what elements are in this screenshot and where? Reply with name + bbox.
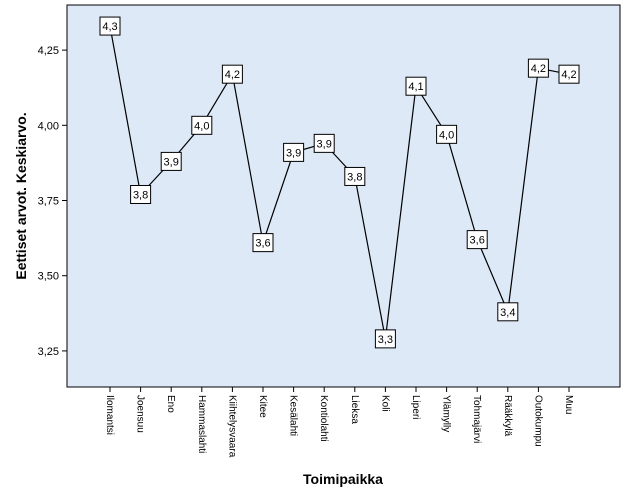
x-tick-label: Ylämylly bbox=[441, 395, 452, 432]
data-label: 3,4 bbox=[500, 307, 515, 319]
data-label: 3,8 bbox=[347, 171, 362, 183]
x-tick-label: Lieksa bbox=[349, 395, 360, 424]
data-label-box bbox=[558, 64, 580, 84]
data-label-group: 3,3 bbox=[374, 329, 396, 349]
x-tick-label: Rääkkylä bbox=[502, 395, 513, 437]
data-label-box bbox=[160, 151, 182, 171]
data-label: 3,3 bbox=[378, 334, 393, 346]
y-tick-label: 3,25 bbox=[38, 346, 59, 358]
y-tick-label: 4,00 bbox=[38, 120, 59, 132]
data-label-group: 4,2 bbox=[527, 58, 549, 78]
y-axis: 3,25 3,50 3,75 4,00 4,25 bbox=[38, 45, 67, 358]
data-label: 4,2 bbox=[225, 69, 240, 81]
data-label-box bbox=[466, 230, 488, 250]
x-tick-label: Joensuu bbox=[135, 395, 146, 433]
x-tick-label: Koli bbox=[379, 395, 390, 412]
data-label: 4,1 bbox=[408, 81, 423, 93]
x-tick-label: Kiihtelysvaara bbox=[226, 395, 237, 458]
x-tick-label: Kesälahti bbox=[288, 395, 299, 436]
x-tick-label: Outokumpu bbox=[532, 395, 543, 447]
x-tick-label: Tohmajärvi bbox=[471, 395, 482, 443]
data-label-box bbox=[527, 58, 549, 78]
data-label-box bbox=[99, 16, 121, 36]
series-path bbox=[109, 25, 570, 340]
data-label-box bbox=[221, 64, 243, 84]
data-label-group: 3,9 bbox=[313, 133, 335, 153]
data-label: 4,2 bbox=[561, 69, 576, 81]
x-tick-label: Liperi bbox=[410, 395, 421, 419]
data-label-group: 4,0 bbox=[191, 115, 213, 135]
data-label-group: 3,9 bbox=[160, 151, 182, 171]
data-label: 4,2 bbox=[531, 63, 546, 75]
data-label: 3,9 bbox=[317, 138, 332, 150]
x-axis-title: Toimipaikka bbox=[303, 471, 383, 487]
data-label-group: 4,1 bbox=[405, 76, 427, 96]
data-label-group: 4,2 bbox=[558, 64, 580, 84]
x-tick-label: Kitee bbox=[257, 395, 268, 418]
data-label-group: 4,0 bbox=[436, 124, 458, 144]
data-label-box bbox=[283, 142, 305, 162]
y-tick-label: 4,25 bbox=[38, 45, 59, 57]
data-label-group: 3,6 bbox=[466, 230, 488, 250]
data-labels: 4,3 3,8 3,9 4,0 4,2 3,6 3,9 3,9 3,8 3,3 4,1 4,0 3,6 3… bbox=[99, 16, 580, 349]
data-label-group: 3,6 bbox=[252, 233, 274, 253]
data-label-box bbox=[252, 233, 274, 253]
data-label-box bbox=[191, 115, 213, 135]
data-label: 3,6 bbox=[470, 235, 485, 247]
data-label-group: 4,3 bbox=[99, 16, 121, 36]
x-tick-label: Eno bbox=[165, 395, 176, 413]
data-label: 4,0 bbox=[194, 120, 209, 132]
x-tick-label: Ilomantsi bbox=[104, 395, 115, 435]
series-line bbox=[109, 25, 570, 340]
data-label: 3,9 bbox=[164, 156, 179, 168]
data-label-group: 4,2 bbox=[221, 64, 243, 84]
data-label-box bbox=[436, 124, 458, 144]
data-label-box bbox=[405, 76, 427, 96]
data-label-box bbox=[344, 166, 366, 186]
data-label-group: 3,8 bbox=[344, 166, 366, 186]
data-label: 4,3 bbox=[102, 21, 117, 33]
data-label-box bbox=[497, 302, 519, 322]
x-axis: Ilomantsi Joensuu Eno Hammaslahti Kiihtelysv… bbox=[104, 387, 574, 458]
data-label: 3,9 bbox=[286, 147, 301, 159]
data-label-box bbox=[313, 133, 335, 153]
y-axis-title: Eettiset arvot. Keskiarvo. bbox=[13, 112, 29, 279]
plot-area bbox=[66, 4, 621, 388]
data-label: 4,0 bbox=[439, 129, 454, 141]
data-label-group: 3,9 bbox=[283, 142, 305, 162]
data-label: 3,8 bbox=[133, 189, 148, 201]
y-tick-label: 3,50 bbox=[38, 271, 59, 283]
data-label-group: 3,4 bbox=[497, 302, 519, 322]
data-label-box bbox=[130, 184, 152, 204]
data-label-box bbox=[374, 329, 396, 349]
data-label: 3,6 bbox=[255, 238, 270, 250]
x-tick-label: Muu bbox=[563, 395, 574, 414]
x-tick-label: Kontiolahti bbox=[318, 395, 329, 442]
x-tick-label: Hammaslahti bbox=[196, 395, 207, 453]
data-label-group: 3,8 bbox=[130, 184, 152, 204]
y-tick-label: 3,75 bbox=[38, 196, 59, 208]
